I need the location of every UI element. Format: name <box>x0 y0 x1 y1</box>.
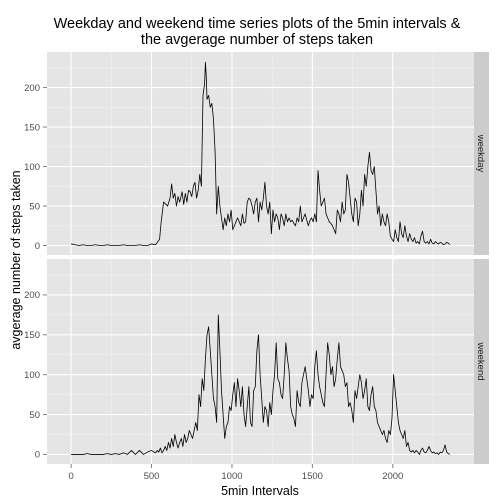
y-tick-label: 0 <box>35 241 40 252</box>
x-axis: 0 500 1000 1500 2000 <box>68 464 403 482</box>
panel-background <box>47 259 474 464</box>
y-tick-label: 150 <box>24 330 40 341</box>
chart-title-line-1: Weekday and weekend time series plots of… <box>54 16 461 32</box>
y-tick-label: 50 <box>29 201 40 212</box>
chart-title: Weekday and weekend time series plots of… <box>54 16 461 48</box>
series-line-weekday <box>71 61 451 246</box>
y-tick-label: 0 <box>35 450 40 461</box>
x-tick-label: 0 <box>68 471 73 482</box>
x-tick-label: 1000 <box>221 471 242 482</box>
x-axis-title: 5min Intervals <box>221 484 299 498</box>
y-tick-label: 100 <box>24 370 40 381</box>
x-tick-label: 1500 <box>302 471 323 482</box>
y-tick-label: 150 <box>24 122 40 133</box>
y-tick-label: 50 <box>29 410 40 421</box>
series-line-weekend <box>71 314 451 455</box>
y-tick-label: 100 <box>24 162 40 173</box>
y-axis-title: avgerage number of steps taken <box>9 170 23 349</box>
panel-weekend: 0 50 100 150 200 weekend <box>24 259 489 464</box>
x-tick-label: 2000 <box>382 471 403 482</box>
facet-strip-label: weekend <box>475 341 486 380</box>
facet-panels: 0 50 100 150 200 weekday 0 50 100 150 200 weekend 0 5… <box>24 52 489 482</box>
panel-background <box>47 52 474 255</box>
facet-strip <box>474 52 489 255</box>
facet-strip-label: weekday <box>475 134 486 173</box>
panel-weekday: 0 50 100 150 200 weekday <box>24 52 489 255</box>
facet-strip <box>474 259 489 464</box>
x-tick-label: 500 <box>144 471 160 482</box>
chart-title-line-2: the avgerage number of steps taken <box>141 32 373 48</box>
y-tick-label: 200 <box>24 290 40 301</box>
y-tick-label: 200 <box>24 83 40 94</box>
